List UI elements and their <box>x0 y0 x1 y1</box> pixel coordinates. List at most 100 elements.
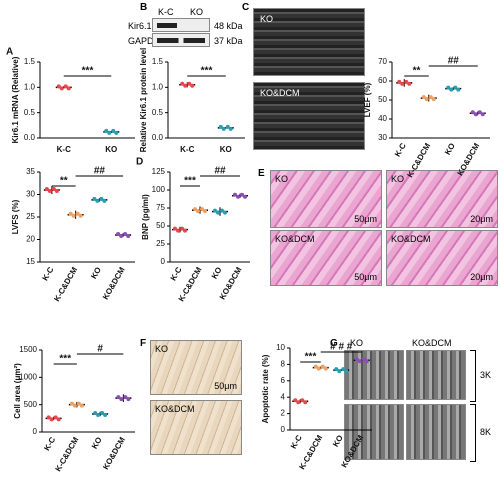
band-size: 48 kDa <box>214 21 243 31</box>
data-dot <box>119 234 124 238</box>
panel-letter: E <box>258 168 265 179</box>
y-axis-label: LVFS (%) <box>11 199 20 234</box>
y-tick-label: 100 <box>152 185 166 194</box>
column-label: KO <box>350 338 364 348</box>
y-tick-label: 6 <box>281 376 286 385</box>
data-dot <box>47 189 52 193</box>
panel-letter: F <box>140 338 147 349</box>
x-tick-label: K-C <box>41 265 56 282</box>
y-tick-label: 35 <box>26 167 35 176</box>
data-dot <box>218 124 223 129</box>
y-axis-label: Cell area (μm²) <box>13 363 22 419</box>
y-tick-label: 40 <box>378 114 387 123</box>
y-axis-label: Apoptotic rate (%) <box>261 354 270 423</box>
data-dot <box>92 196 97 201</box>
x-tick-label: K-C&DCM <box>54 435 81 473</box>
data-dot <box>114 130 119 135</box>
data-dot <box>300 398 305 403</box>
data-dot <box>221 126 226 131</box>
y-tick-label: 125 <box>152 167 166 176</box>
data-dot <box>456 87 461 92</box>
y-tick-label: 0 <box>281 425 286 434</box>
y-tick-label: 75 <box>156 203 165 212</box>
x-tick-label: KO <box>331 434 345 449</box>
y-tick-label: 2 <box>281 409 286 418</box>
data-dot <box>293 398 298 403</box>
x-tick-label: K-C <box>57 145 71 154</box>
histology-image: KO 50μm <box>270 170 382 228</box>
band-label: Kir6.1 <box>128 21 152 31</box>
data-dot <box>223 210 227 215</box>
data-dot <box>334 367 339 372</box>
data-dot <box>216 210 220 215</box>
echo-image: KO <box>253 8 365 76</box>
y-tick-label: 0.5 <box>24 108 36 117</box>
band-label: GAPDH <box>128 36 161 46</box>
tile-label: KO&DCM <box>391 234 431 244</box>
data-dot <box>364 359 369 364</box>
y-tick-label: 0.5 <box>152 108 164 117</box>
x-tick-label: KO&DCM <box>456 141 482 177</box>
y-tick-label: 1.5 <box>24 57 36 66</box>
ihc-image: KO 50μm <box>150 340 242 395</box>
data-dot <box>123 232 128 236</box>
significance-label: ## <box>94 166 106 177</box>
data-dot <box>187 81 192 86</box>
y-tick-label: 25 <box>26 212 35 221</box>
y-tick-label: 1.0 <box>152 82 164 91</box>
y-tick-label: 15 <box>26 257 35 266</box>
panel-letter: G <box>330 338 338 349</box>
tile-label: KO <box>391 174 405 184</box>
data-dot <box>190 83 195 88</box>
histology-image: KO 20μm <box>386 170 498 228</box>
column-label: KO&DCM <box>412 338 452 348</box>
data-dot <box>428 95 433 100</box>
data-dot <box>477 110 482 115</box>
significance-label: *** <box>59 354 71 365</box>
data-dot <box>296 400 301 405</box>
data-dot <box>183 83 188 88</box>
data-dot <box>59 86 64 91</box>
data-dot <box>53 415 58 420</box>
row-label: 8K <box>480 427 492 437</box>
data-dot <box>220 208 224 213</box>
data-dot <box>116 232 121 236</box>
y-tick-label: 1.0 <box>24 82 36 91</box>
data-dot <box>316 366 321 371</box>
data-dot <box>173 226 177 231</box>
data-dot <box>203 209 207 214</box>
y-tick-label: 30 <box>26 190 35 199</box>
histology-image: KO&DCM 20μm <box>386 230 498 286</box>
data-dot <box>361 357 366 362</box>
data-dot <box>176 228 180 233</box>
data-dot <box>99 196 104 201</box>
data-dot <box>407 81 412 86</box>
x-tick-label: KO <box>105 145 117 154</box>
y-tick-label: 0 <box>33 427 38 436</box>
data-dot <box>236 194 240 199</box>
data-dot <box>424 97 429 102</box>
data-dot <box>470 110 475 115</box>
data-dot <box>400 81 405 86</box>
data-dot <box>303 400 308 405</box>
data-dot <box>71 213 76 218</box>
bracket <box>470 404 476 462</box>
data-dot <box>69 401 74 406</box>
data-dot <box>56 84 61 89</box>
echo-image: KO&DCM <box>253 82 365 150</box>
data-dot <box>116 395 121 400</box>
tile-label: KO&DCM <box>155 404 195 414</box>
data-dot <box>95 198 100 203</box>
data-dot <box>44 187 49 191</box>
panel-letter: D <box>136 157 143 168</box>
data-dot <box>51 187 56 191</box>
data-dot <box>404 79 409 84</box>
em-image <box>406 404 466 460</box>
scale-label: 50μm <box>354 272 377 282</box>
data-dot <box>233 192 237 197</box>
x-tick-label: K-C&DCM <box>52 265 79 303</box>
y-tick-label: 10 <box>276 343 285 352</box>
data-dot <box>180 81 185 86</box>
blot-band <box>152 18 210 32</box>
